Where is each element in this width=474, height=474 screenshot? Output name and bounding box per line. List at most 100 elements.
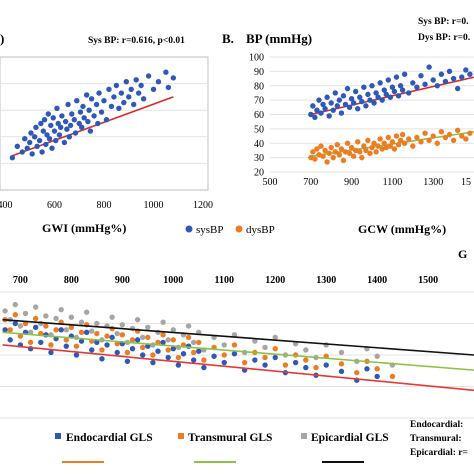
panel-a-point bbox=[33, 124, 39, 130]
panel-b-point-sysbp bbox=[406, 90, 412, 96]
panel-c-point bbox=[68, 314, 75, 320]
panel-c-stat-line-2: Transmural: bbox=[410, 434, 462, 444]
panel-c-x-ticks: 700 800 900 1000 1100 1200 1300 1400 1500 bbox=[13, 275, 438, 286]
panel-b-point-dysbp bbox=[446, 131, 453, 138]
legend-dysbp-label: dysBP bbox=[246, 224, 275, 236]
panel-a-point bbox=[43, 141, 49, 148]
panel-b-point-sysbp bbox=[348, 95, 355, 102]
panel-a-point bbox=[83, 92, 90, 98]
panel-c-point bbox=[303, 364, 309, 371]
panel-b-y-axis-label: BP (mmHg) bbox=[246, 31, 312, 46]
panel-b: B. BP (mmHg) Sys BP: r=0. Dys BP: r=0. 1… bbox=[185, 17, 474, 236]
panel-c-point bbox=[338, 361, 345, 367]
panel-b-point-sysbp bbox=[369, 83, 375, 89]
panel-b-point-sysbp bbox=[401, 71, 408, 77]
panel-b-point-dysbp bbox=[467, 130, 473, 136]
panel-c-point bbox=[160, 339, 166, 346]
panel-c-point bbox=[185, 334, 192, 341]
panel-b-point-sysbp bbox=[330, 107, 336, 113]
panel-a-point bbox=[22, 136, 28, 142]
panel-c-x-tick: 1300 bbox=[316, 275, 336, 286]
legend-endocardial-marker bbox=[55, 433, 61, 439]
panel-b-point-sysbp bbox=[373, 90, 379, 96]
panel-b-point-dysbp bbox=[310, 149, 316, 155]
legend-epicardial-marker bbox=[301, 433, 307, 439]
panel-c-point bbox=[190, 349, 197, 356]
panel-a-points bbox=[9, 69, 177, 161]
panel-a-x-axis-label: GWI (mmHg%) bbox=[42, 221, 126, 235]
panel-b-point-dysbp bbox=[332, 149, 338, 155]
panel-b-point-sysbp bbox=[410, 80, 416, 86]
panel-a-point bbox=[118, 90, 125, 96]
panel-c-point bbox=[155, 348, 161, 354]
panel-a-point bbox=[85, 118, 91, 125]
panel-b-point-sysbp bbox=[344, 85, 351, 92]
panel-b-point-dysbp bbox=[385, 134, 392, 141]
panel-c-trendline bbox=[2, 344, 474, 392]
panel-a-point bbox=[170, 75, 177, 81]
panel-c-point bbox=[134, 337, 141, 343]
panel-a-point bbox=[80, 103, 86, 110]
panel-c-point bbox=[262, 362, 268, 368]
panel-b-point-sysbp bbox=[418, 72, 424, 79]
panel-a-point bbox=[56, 132, 63, 138]
panel-b-point-sysbp bbox=[334, 103, 341, 109]
panel-b-point-dysbp bbox=[401, 140, 408, 146]
panel-c-point bbox=[190, 339, 197, 346]
panel-b-point-dysbp bbox=[399, 131, 406, 138]
panel-a-stat-label: Sys BP: r=0.616, p<0.01 bbox=[88, 36, 185, 46]
panel-a-x-tick: 800 bbox=[97, 200, 112, 211]
panel-a-point bbox=[48, 122, 54, 129]
panel-c-point bbox=[83, 309, 90, 315]
panel-c-point bbox=[48, 342, 54, 348]
panel-b-point-sysbp bbox=[308, 111, 314, 118]
panel-c-point bbox=[109, 314, 115, 320]
panel-a-point bbox=[40, 128, 47, 134]
panel-b-point-sysbp bbox=[379, 97, 385, 103]
panel-c-point bbox=[73, 352, 80, 358]
panel-c-x-tick: 1400 bbox=[367, 275, 387, 286]
panel-c-point bbox=[201, 364, 207, 371]
panel-b-point-dysbp bbox=[381, 140, 387, 146]
panel-b-point-sysbp bbox=[352, 88, 359, 95]
panel-c-point bbox=[221, 342, 227, 348]
panel-b-point-dysbp bbox=[334, 141, 341, 148]
panel-a-point bbox=[91, 113, 97, 119]
panel-a-point bbox=[135, 90, 142, 96]
panel-a-point bbox=[50, 115, 56, 121]
panel-b-point-sysbp bbox=[442, 78, 449, 85]
legend-sysbp-marker bbox=[185, 225, 193, 233]
panel-c-point bbox=[134, 317, 141, 323]
panel-c-point bbox=[2, 327, 8, 333]
panel-b-point-dysbp bbox=[397, 137, 404, 144]
panel-c-point bbox=[124, 349, 131, 356]
panel-c-point bbox=[262, 354, 268, 361]
panel-b-point-sysbp bbox=[310, 103, 316, 109]
panel-c-point bbox=[7, 327, 13, 333]
panel-c-point bbox=[196, 348, 202, 354]
panel-b-point-dysbp bbox=[308, 154, 314, 161]
panel-c-point bbox=[145, 324, 151, 330]
panel-c-point bbox=[119, 322, 126, 328]
panel-c-point bbox=[78, 338, 85, 344]
panel-c-point bbox=[252, 357, 258, 363]
panel-c-point bbox=[241, 359, 248, 366]
panel-b-point-dysbp bbox=[422, 130, 428, 136]
panel-b-point-dysbp bbox=[359, 154, 365, 161]
panel-b-point-dysbp bbox=[430, 133, 436, 139]
panel-c-point bbox=[114, 349, 120, 356]
panel-c-x-tick: 1000 bbox=[163, 275, 183, 286]
panel-c-point bbox=[89, 328, 95, 334]
panel-b-letter: B. bbox=[222, 31, 234, 46]
panel-c-point bbox=[323, 362, 329, 368]
panel-b-y-ticks: 100 90 80 70 60 50 40 30 20 bbox=[249, 53, 264, 179]
panel-b-point-dysbp bbox=[365, 137, 371, 144]
panel-b-point-sysbp bbox=[387, 94, 394, 100]
panel-c-point bbox=[170, 346, 176, 352]
panel-a-point bbox=[29, 151, 35, 157]
panel-a-point bbox=[39, 149, 45, 155]
panel-c-point bbox=[303, 347, 309, 353]
panel-b-point-dysbp bbox=[326, 150, 332, 157]
panel-a-point bbox=[138, 82, 144, 89]
